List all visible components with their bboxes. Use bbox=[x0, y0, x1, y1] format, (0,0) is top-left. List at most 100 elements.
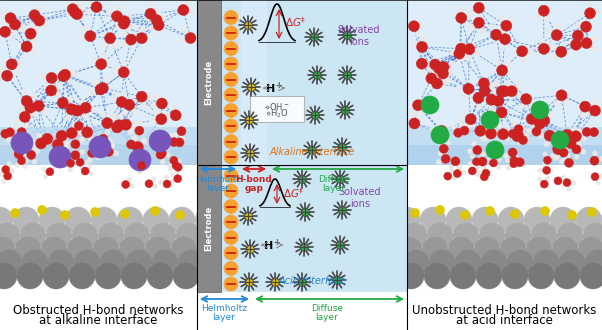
Circle shape bbox=[14, 124, 19, 129]
FancyBboxPatch shape bbox=[197, 0, 221, 165]
Circle shape bbox=[409, 118, 420, 129]
Circle shape bbox=[446, 207, 472, 233]
Circle shape bbox=[482, 136, 488, 142]
Circle shape bbox=[450, 263, 476, 289]
Circle shape bbox=[429, 250, 455, 276]
Circle shape bbox=[581, 149, 586, 154]
Circle shape bbox=[4, 172, 11, 180]
Circle shape bbox=[126, 14, 132, 19]
Circle shape bbox=[562, 175, 566, 180]
Circle shape bbox=[579, 31, 584, 37]
Text: at alkaline interface: at alkaline interface bbox=[39, 314, 158, 327]
Circle shape bbox=[541, 207, 550, 215]
Circle shape bbox=[29, 22, 35, 28]
Circle shape bbox=[561, 183, 565, 187]
Circle shape bbox=[528, 263, 554, 289]
Circle shape bbox=[106, 10, 111, 16]
Text: H$^+$: H$^+$ bbox=[265, 80, 284, 96]
Circle shape bbox=[574, 22, 580, 28]
Circle shape bbox=[145, 180, 153, 188]
Circle shape bbox=[2, 70, 13, 81]
Circle shape bbox=[417, 41, 427, 52]
Circle shape bbox=[538, 117, 544, 123]
Circle shape bbox=[172, 162, 180, 170]
Circle shape bbox=[150, 16, 156, 21]
Circle shape bbox=[129, 23, 135, 29]
Circle shape bbox=[74, 121, 83, 130]
Circle shape bbox=[25, 28, 36, 39]
Circle shape bbox=[21, 41, 32, 52]
Circle shape bbox=[17, 143, 26, 152]
Circle shape bbox=[545, 176, 550, 181]
Circle shape bbox=[465, 114, 476, 125]
Circle shape bbox=[224, 88, 238, 102]
Circle shape bbox=[435, 206, 444, 214]
Circle shape bbox=[36, 138, 46, 149]
Circle shape bbox=[588, 208, 597, 216]
Circle shape bbox=[571, 137, 577, 143]
Circle shape bbox=[116, 96, 127, 108]
Circle shape bbox=[224, 277, 238, 291]
Circle shape bbox=[521, 93, 532, 105]
Circle shape bbox=[145, 237, 171, 263]
Circle shape bbox=[0, 172, 4, 177]
Text: Unobstructed H-bond networks: Unobstructed H-bond networks bbox=[412, 304, 597, 316]
Circle shape bbox=[46, 72, 57, 83]
Circle shape bbox=[519, 104, 524, 110]
Circle shape bbox=[170, 110, 181, 121]
Circle shape bbox=[82, 127, 93, 138]
Circle shape bbox=[160, 159, 165, 164]
Circle shape bbox=[26, 150, 36, 159]
Circle shape bbox=[43, 175, 48, 179]
Circle shape bbox=[482, 168, 487, 172]
Circle shape bbox=[523, 136, 529, 142]
Circle shape bbox=[462, 170, 466, 175]
Circle shape bbox=[544, 130, 555, 141]
Circle shape bbox=[431, 126, 449, 144]
Circle shape bbox=[580, 101, 591, 112]
Circle shape bbox=[25, 102, 36, 113]
Circle shape bbox=[111, 116, 117, 122]
Circle shape bbox=[23, 164, 27, 169]
Circle shape bbox=[551, 45, 556, 50]
Circle shape bbox=[224, 261, 238, 276]
Circle shape bbox=[504, 82, 510, 87]
Circle shape bbox=[84, 109, 89, 115]
Circle shape bbox=[147, 263, 173, 289]
Circle shape bbox=[13, 142, 17, 147]
Circle shape bbox=[0, 223, 20, 249]
Circle shape bbox=[565, 158, 574, 167]
Circle shape bbox=[129, 149, 151, 171]
Circle shape bbox=[435, 125, 441, 131]
Circle shape bbox=[164, 175, 169, 180]
Circle shape bbox=[480, 134, 486, 140]
Circle shape bbox=[151, 15, 162, 25]
Circle shape bbox=[42, 110, 48, 115]
Circle shape bbox=[591, 35, 597, 41]
Circle shape bbox=[476, 165, 480, 170]
Circle shape bbox=[156, 150, 165, 159]
Circle shape bbox=[416, 58, 427, 69]
Circle shape bbox=[478, 157, 487, 166]
Text: $\Delta G^{\ddagger}$: $\Delta G^{\ddagger}$ bbox=[285, 15, 306, 29]
Circle shape bbox=[596, 9, 601, 14]
Circle shape bbox=[592, 99, 598, 105]
Circle shape bbox=[68, 79, 73, 84]
Circle shape bbox=[553, 155, 559, 161]
Circle shape bbox=[497, 65, 507, 76]
Circle shape bbox=[475, 125, 486, 136]
Circle shape bbox=[409, 21, 420, 32]
Circle shape bbox=[588, 2, 594, 7]
FancyBboxPatch shape bbox=[197, 165, 407, 292]
Circle shape bbox=[497, 97, 503, 103]
Circle shape bbox=[163, 180, 171, 188]
Circle shape bbox=[459, 6, 464, 12]
Circle shape bbox=[430, 59, 441, 70]
Circle shape bbox=[95, 263, 121, 289]
Circle shape bbox=[224, 119, 238, 133]
Circle shape bbox=[411, 112, 417, 117]
FancyBboxPatch shape bbox=[407, 127, 602, 165]
Circle shape bbox=[465, 55, 471, 61]
Circle shape bbox=[444, 172, 452, 180]
Circle shape bbox=[538, 168, 542, 173]
